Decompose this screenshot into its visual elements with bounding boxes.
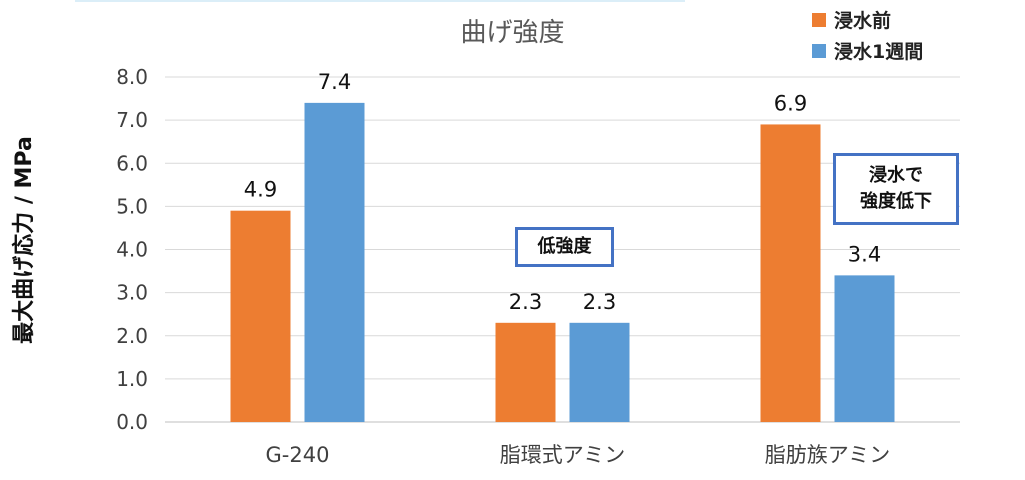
- bar-after-1-week: [834, 275, 895, 422]
- y-tick-label: 5.0: [116, 194, 148, 218]
- legend-item-series-1: 浸水前: [812, 4, 923, 35]
- annotation-low-strength-text: 低強度: [537, 236, 592, 257]
- y-tick-label: 7.0: [116, 108, 148, 132]
- data-label: 3.4: [848, 242, 881, 266]
- annotation-water-line-2: 強度低下: [860, 191, 932, 212]
- legend-swatch-blue: [812, 43, 826, 58]
- annotation-water-strength-drop: 浸水で 強度低下: [833, 153, 959, 225]
- legend-item-series-2: 浸水1週間: [812, 35, 923, 66]
- bar-before-immersion: [495, 322, 556, 422]
- x-category-label: 脂肪族アミン: [765, 443, 891, 467]
- legend-swatch-orange: [812, 12, 826, 27]
- x-category-label: 脂環式アミン: [500, 443, 626, 467]
- y-tick-label: 2.0: [116, 324, 148, 348]
- y-tick-label: 4.0: [116, 238, 148, 262]
- top-divider: [75, 0, 685, 2]
- bar-after-1-week: [304, 102, 365, 422]
- y-tick-label: 3.0: [116, 281, 148, 305]
- x-category-label: G-240: [266, 443, 330, 467]
- data-label: 2.3: [583, 290, 616, 314]
- annotation-water-line-1: 浸水で: [869, 165, 923, 186]
- bar-after-1-week: [569, 322, 630, 422]
- legend-label-series-1: 浸水前: [834, 10, 892, 32]
- chart-title: 曲げ強度: [460, 18, 565, 48]
- bar-before-immersion: [230, 210, 291, 422]
- legend-label-series-2: 浸水1週間: [834, 41, 924, 63]
- annotation-low-strength: 低強度: [515, 227, 614, 267]
- y-tick-label: 0.0: [116, 410, 148, 434]
- y-tick-label: 6.0: [116, 151, 148, 175]
- data-label: 6.9: [774, 91, 807, 115]
- y-tick-label: 1.0: [116, 367, 148, 391]
- legend: 浸水前 浸水1週間: [812, 4, 923, 66]
- data-label: 2.3: [509, 290, 542, 314]
- y-tick-label: 8.0: [116, 65, 148, 89]
- data-label: 7.4: [318, 70, 351, 94]
- bar-before-immersion: [760, 124, 821, 422]
- data-label: 4.9: [244, 178, 277, 202]
